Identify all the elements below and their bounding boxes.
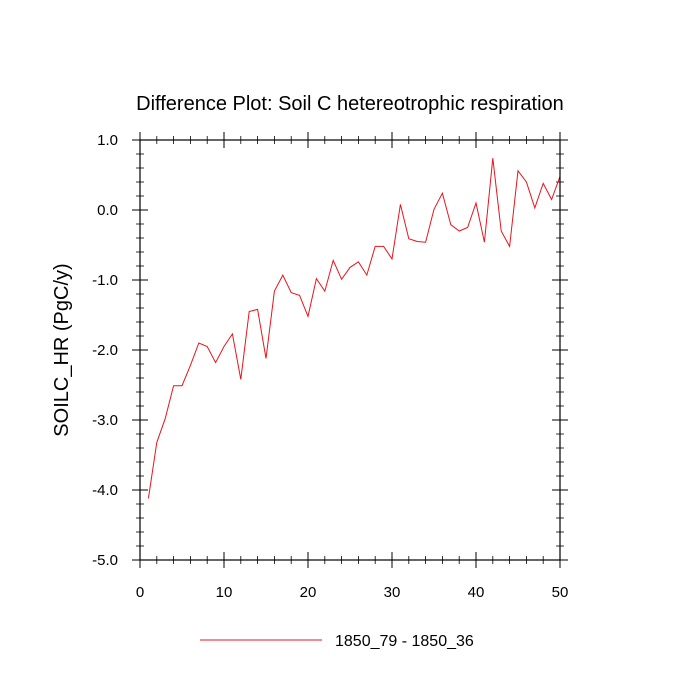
axis-tick-labels: 0 10 20 30 40 50 1.0 0.0 -1.0 -2.0 -3.0 -4.0 -5.0 bbox=[92, 132, 568, 601]
x-tick-label: 10 bbox=[216, 584, 233, 601]
y-axis-label: SOILC_HR (PgC/y) bbox=[51, 263, 73, 436]
y-tick-label: -1.0 bbox=[92, 272, 118, 289]
x-tick-label: 40 bbox=[468, 584, 485, 601]
y-tick-label: 1.0 bbox=[97, 132, 118, 149]
legend-label: 1850_79 - 1850_36 bbox=[335, 633, 474, 650]
axis-ticks bbox=[132, 132, 568, 568]
plot-frame bbox=[139, 139, 561, 561]
y-tick-label: 0.0 bbox=[97, 202, 118, 219]
chart-title: Difference Plot: Soil C hetereotrophic r… bbox=[136, 93, 564, 115]
y-tick-label: -4.0 bbox=[92, 482, 118, 499]
x-tick-label: 20 bbox=[300, 584, 317, 601]
y-tick-label: -5.0 bbox=[92, 552, 118, 569]
y-tick-label: -2.0 bbox=[92, 342, 118, 359]
y-tick-label: -3.0 bbox=[92, 412, 118, 429]
series-layer bbox=[147, 158, 561, 499]
x-tick-label: 30 bbox=[384, 584, 401, 601]
x-tick-label: 0 bbox=[136, 584, 144, 601]
series-line bbox=[147, 158, 561, 499]
legend: 1850_79 - 1850_36 bbox=[200, 633, 474, 650]
x-tick-label: 50 bbox=[552, 584, 569, 601]
